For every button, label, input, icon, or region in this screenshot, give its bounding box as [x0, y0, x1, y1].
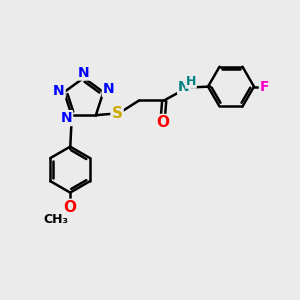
Text: S: S [112, 106, 123, 121]
Text: N: N [53, 84, 65, 98]
Text: F: F [260, 80, 269, 94]
Text: N: N [178, 80, 190, 94]
Text: N: N [103, 82, 115, 96]
Text: N: N [61, 111, 72, 125]
Text: N: N [78, 66, 90, 80]
Text: O: O [64, 200, 77, 215]
Text: O: O [156, 115, 169, 130]
Text: CH₃: CH₃ [44, 213, 68, 226]
Text: H: H [186, 75, 196, 88]
